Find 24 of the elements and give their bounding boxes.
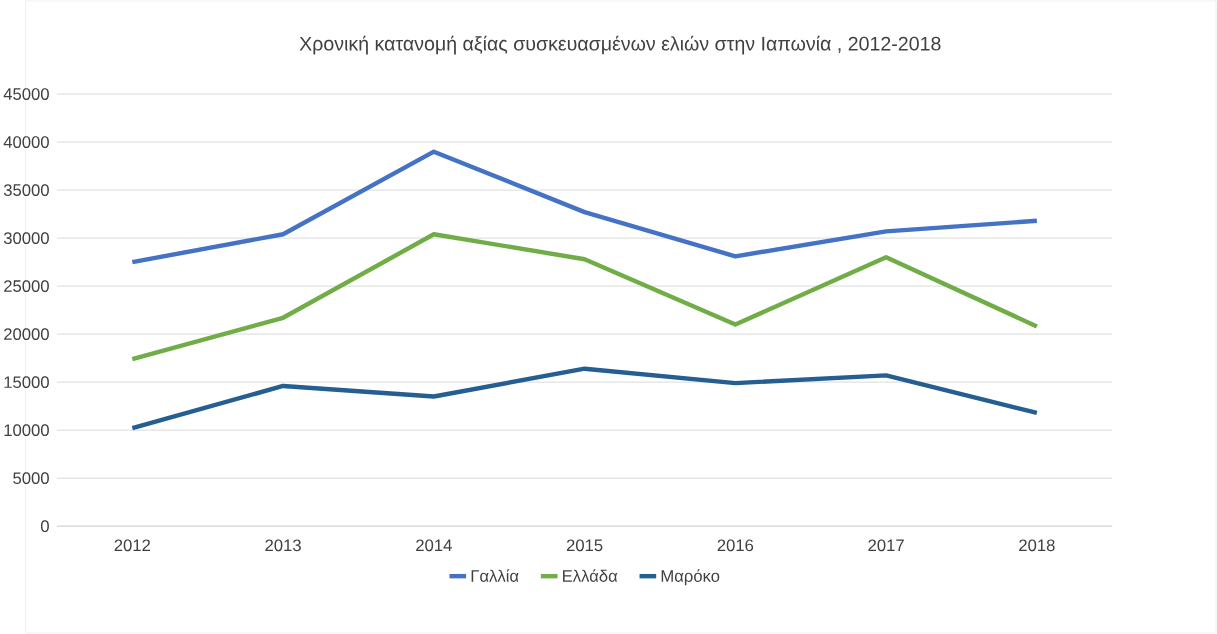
y-tick-label: 45000 [3,88,49,100]
x-tick-label: 2016 [717,539,754,552]
x-tick-label: 2017 [868,539,904,552]
y-tick-label: 25000 [4,280,49,293]
y-tick-label: 10000 [4,424,49,437]
y-tick-label: 0 [40,520,49,533]
y-tick-label: 5000 [13,472,49,485]
legend-label: Γαλλία [471,569,519,582]
line-series [130,232,1040,362]
line-series [130,149,1040,265]
y-tick-label: 40000 [3,136,49,148]
legend-label: Ελλάδα [563,569,618,582]
line-series [130,366,1040,431]
x-tick-label: 2014 [416,539,452,552]
x-tick-label: 2015 [566,539,603,552]
x-tick-label: 2013 [265,539,301,552]
x-tick-label: 2018 [1019,539,1055,552]
y-tick-label: 35000 [3,184,49,196]
x-tick-label: 2012 [114,539,150,552]
y-tick-label: 15000 [4,376,49,389]
y-tick-label: 30000 [3,232,49,245]
legend-label: Μαρόκο [661,569,720,586]
y-tick-label: 20000 [4,328,49,341]
chart-title: Χρονική κατανομή αξίας συσκευασμένων ελιών στην Ιαπωνία , 2012-2018 [299,35,941,55]
